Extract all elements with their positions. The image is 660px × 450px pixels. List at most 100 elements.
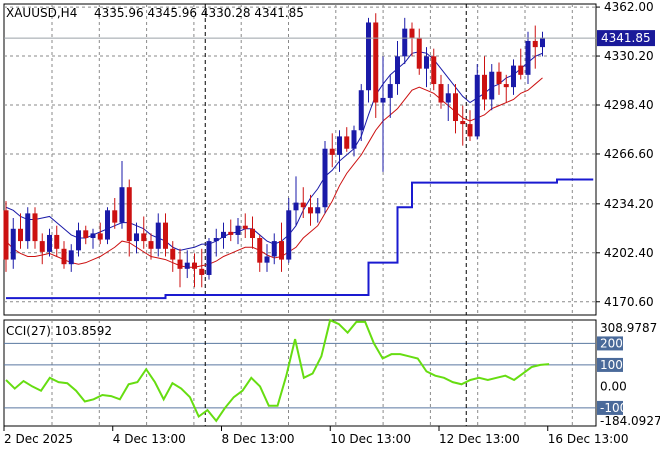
price-axis-label: 4266.60	[604, 147, 654, 161]
candle	[329, 133, 335, 168]
price-panel-frame	[3, 3, 597, 316]
candle	[445, 84, 451, 122]
price-axis-label: 4170.60	[604, 295, 654, 309]
candle	[503, 74, 509, 103]
candle-body	[134, 233, 139, 242]
candle-body	[47, 234, 52, 252]
cci-axis-label: -100	[600, 401, 627, 415]
candle	[221, 222, 226, 249]
candle-body	[148, 241, 154, 249]
cci-axis-label: 100	[600, 358, 623, 372]
candle	[271, 233, 277, 265]
candle	[235, 218, 241, 245]
candle	[511, 59, 516, 95]
candle	[373, 13, 379, 118]
candle-body	[97, 233, 103, 240]
candle	[206, 238, 212, 280]
price-day-separators	[204, 4, 467, 315]
candle-body	[387, 84, 393, 98]
candle	[192, 253, 197, 288]
candle-body	[431, 56, 437, 85]
candle	[496, 62, 502, 95]
cci-path	[5, 318, 550, 423]
candle	[32, 207, 38, 249]
candle-body	[235, 225, 241, 235]
candle-body	[402, 28, 408, 57]
candle	[293, 176, 299, 226]
candle	[300, 187, 306, 219]
candle	[366, 17, 371, 103]
candle-body	[489, 71, 495, 100]
candle	[402, 17, 408, 65]
candle	[163, 213, 168, 257]
candle	[387, 74, 393, 118]
candle	[177, 248, 183, 288]
candle-body	[184, 262, 190, 269]
price-panel: 4362.00 4330.20 4298.40 4266.60 4234.20 4202.…	[3, 0, 655, 316]
candle-body	[467, 124, 473, 137]
candle-body	[358, 90, 364, 131]
candle	[489, 64, 495, 111]
candle-body	[308, 207, 313, 214]
candle-body	[54, 234, 60, 249]
candle-body	[83, 230, 89, 239]
time-axis-label: 12 Dec 13:00	[439, 432, 520, 446]
support-step-line	[6, 178, 594, 300]
candle	[97, 222, 103, 245]
candle-body	[264, 256, 270, 263]
candle-body	[337, 136, 342, 155]
candle-body	[76, 230, 81, 251]
candle	[279, 222, 284, 272]
current-price-box	[597, 30, 655, 47]
candle-body	[482, 74, 487, 100]
candle	[344, 127, 350, 152]
candle	[39, 233, 45, 265]
candle	[431, 48, 437, 91]
candle-body	[438, 84, 444, 103]
candle	[438, 74, 444, 109]
candle-body	[445, 93, 451, 103]
candle-body	[126, 187, 132, 242]
cci-day-separators	[204, 320, 467, 426]
candle	[112, 197, 118, 229]
time-axis-label: 16 Dec 13:00	[548, 432, 629, 446]
price-axis: 4362.00 4330.20 4298.40 4266.60 4234.20 4202.…	[596, 0, 655, 309]
candle	[264, 244, 270, 272]
candle	[148, 233, 154, 260]
cci-level-box	[597, 336, 623, 351]
candle-body	[141, 233, 147, 242]
candle	[155, 213, 161, 257]
candle	[453, 84, 458, 134]
candle	[76, 222, 81, 257]
candle	[199, 248, 205, 288]
time-axis-label: 2 Dec 2025	[4, 432, 73, 446]
candle	[380, 56, 386, 172]
price-axis-label: 4234.20	[604, 197, 654, 211]
candle-body	[453, 93, 458, 122]
candle-body	[286, 210, 292, 260]
candle-body	[416, 37, 422, 69]
candle	[105, 207, 110, 245]
candle-body	[177, 259, 183, 269]
candle-body	[206, 241, 212, 275]
candle	[315, 197, 321, 223]
candle	[47, 228, 52, 257]
candle	[286, 197, 292, 263]
cci-level-box	[597, 357, 623, 372]
candle-body	[68, 250, 74, 265]
candle-body	[315, 207, 321, 214]
candle	[250, 216, 255, 249]
candle-body	[518, 65, 524, 75]
candle-body	[380, 97, 386, 103]
time-axis-label: 8 Dec 13:00	[222, 432, 295, 446]
candle-body	[279, 241, 284, 260]
candle-body	[344, 136, 350, 149]
candle	[532, 25, 538, 69]
candle-body	[257, 238, 263, 263]
price-axis-label: 4330.20	[604, 49, 654, 63]
candle-body	[170, 248, 176, 260]
candle	[395, 40, 400, 95]
candle	[257, 234, 263, 272]
